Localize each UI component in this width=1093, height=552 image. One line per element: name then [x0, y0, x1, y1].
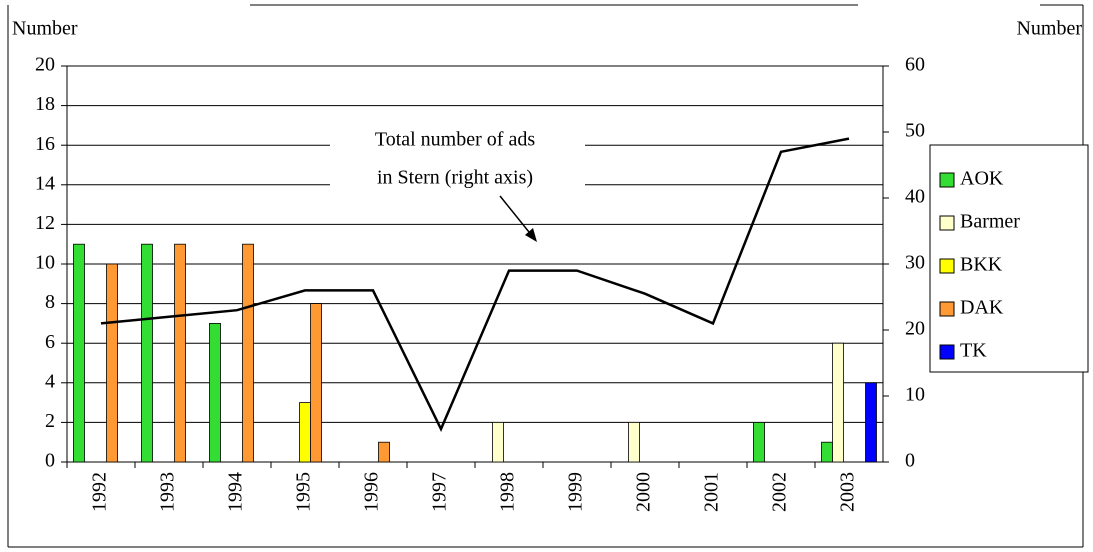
y-tick-label: 8: [45, 291, 55, 313]
bar: [141, 243, 153, 463]
x-tick-label: 1992: [89, 472, 111, 512]
bar: [106, 263, 118, 463]
y-axis-label: Number: [12, 18, 78, 40]
bar: [865, 382, 877, 463]
annotation: Total number of ads: [375, 129, 535, 151]
bar: [174, 243, 186, 463]
bar: [299, 402, 311, 463]
bar: [310, 303, 322, 463]
x-tick-label: 2003: [837, 472, 859, 512]
y-tick-label: 14: [35, 172, 55, 194]
y-tick-label: 0: [45, 450, 55, 472]
x-tick-label: 2000: [633, 472, 655, 512]
y2-tick-label: 0: [905, 450, 915, 472]
legend-swatch: [939, 344, 955, 360]
legend-label: BKK: [960, 254, 1003, 276]
arrow: [499, 195, 534, 238]
legend-label: AOK: [960, 168, 1004, 190]
x-tick-label: 2001: [701, 472, 723, 512]
y2-tick-label: 10: [905, 384, 925, 406]
y2-tick-label: 20: [905, 318, 925, 340]
y2-tick-label: 50: [905, 120, 925, 142]
bar: [73, 243, 85, 463]
x-tick-label: 1997: [429, 472, 451, 512]
x-tick-label: 1996: [361, 472, 383, 512]
bar: [832, 342, 844, 463]
y-tick-label: 18: [35, 93, 55, 115]
x-tick-label: 1994: [225, 472, 247, 512]
x-tick-label: 2002: [769, 472, 791, 512]
x-tick-label: 1998: [497, 472, 519, 512]
legend-label: DAK: [960, 297, 1004, 319]
y-tick-label: 16: [35, 133, 55, 155]
y-tick-label: 6: [45, 331, 55, 353]
legend-swatch: [939, 301, 955, 317]
bar: [242, 243, 254, 463]
legend-label: Barmer: [960, 211, 1020, 233]
legend-swatch: [939, 215, 955, 231]
legend-box: [929, 144, 1089, 373]
y-tick-label: 12: [35, 212, 55, 234]
annotation: in Stern (right axis): [377, 167, 533, 189]
y2-tick-label: 30: [905, 252, 925, 274]
bar: [209, 322, 221, 463]
y-tick-label: 2: [45, 410, 55, 432]
y-tick-label: 10: [35, 252, 55, 274]
bar: [492, 421, 504, 463]
y2-axis-label: Number: [1016, 18, 1082, 40]
bar: [753, 421, 765, 463]
annotation-bg: [330, 124, 585, 196]
legend-swatch: [939, 172, 955, 188]
total-line: [100, 137, 850, 432]
legend-swatch: [939, 258, 955, 274]
bar: [378, 441, 390, 463]
y-tick-label: 20: [35, 54, 55, 76]
y2-tick-label: 60: [905, 54, 925, 76]
x-tick-label: 1999: [565, 472, 587, 512]
y-tick-label: 4: [45, 370, 55, 392]
x-tick-label: 1993: [157, 472, 179, 512]
legend-label: TK: [960, 340, 987, 362]
bar: [628, 421, 640, 463]
y2-tick-label: 40: [905, 186, 925, 208]
x-tick-label: 1995: [293, 472, 315, 512]
arrow-head: [525, 228, 537, 242]
bar: [821, 441, 833, 463]
